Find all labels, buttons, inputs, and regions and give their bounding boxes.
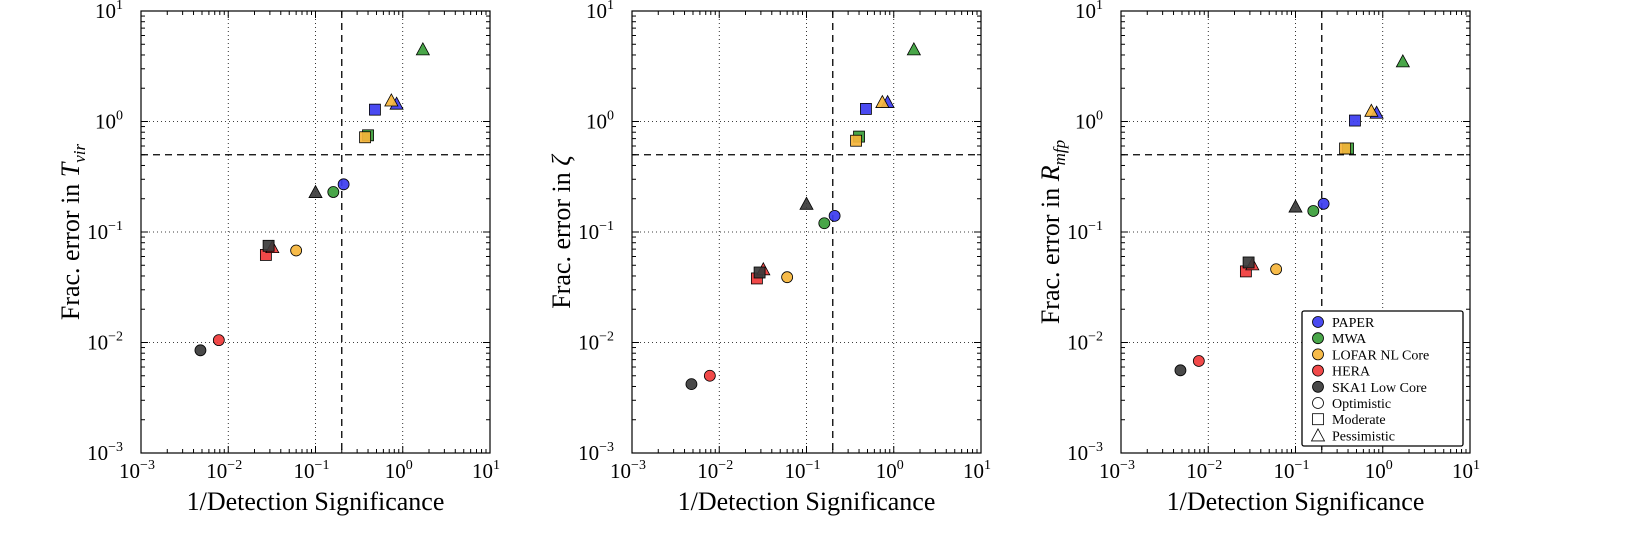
legend-label: Moderate: [1332, 413, 1386, 428]
legend-label: MWA: [1332, 332, 1367, 347]
data-point-lofar-nl-core-pessimistic: [875, 94, 890, 108]
chart-panel-1: 10−310−3 10−2 10−2 10−1 10−1 100 100 101 101 1/De…: [56, 0, 500, 516]
legend-label: Pessimistic: [1332, 429, 1395, 444]
legend-box: [1301, 310, 1464, 447]
data-point-ska1-low-core-optimistic: [1174, 364, 1187, 377]
x-tick-label: 10−3: [1099, 458, 1135, 483]
legend-marker: [1312, 380, 1324, 393]
legend-label: Optimistic: [1332, 397, 1391, 412]
data-point-lofar-nl-core-moderate: [1339, 142, 1351, 155]
x-tick-label: 10−3: [610, 458, 646, 483]
data-point-paper-optimistic: [337, 178, 350, 191]
x-tick-label: 10−1: [294, 458, 330, 483]
y-tick-label: 10−2: [1067, 330, 1103, 355]
data-point-hera-optimistic: [212, 334, 225, 347]
y-tick-label: 100: [95, 109, 123, 134]
x-tick-label: 10−2: [1186, 458, 1222, 483]
legend-marker: [1312, 348, 1324, 361]
y-tick-label: 10−1: [87, 219, 123, 244]
data-point-ska1-low-core-pessimistic: [308, 184, 323, 198]
data-point-ska1-low-core-optimistic: [685, 378, 698, 391]
chart-panel-3: 10−310−3 10−2 10−2 10−1 10−1 100 100 101 101 1/De…: [1036, 0, 1480, 516]
x-tick-label: 10−1: [1274, 458, 1310, 483]
chart-panel-2: 10−310−3 10−2 10−2 10−1 10−1 100 100 101 101 1/De…: [547, 0, 991, 516]
data-point-ska1-low-core-moderate: [262, 239, 275, 252]
data-point-paper-optimistic: [1317, 197, 1330, 210]
data-point-hera-optimistic: [703, 369, 716, 382]
y-axis-label: Frac. error in Rmfp: [1036, 140, 1069, 324]
legend-marker: [1310, 428, 1326, 442]
x-axis-label: 1/Detection Significance: [678, 487, 936, 516]
y-tick-label: 101: [1075, 0, 1103, 23]
x-axis-label: 1/Detection Significance: [1167, 487, 1425, 516]
data-point-mwa-pessimistic: [415, 41, 431, 56]
x-tick-label: 100: [1365, 458, 1393, 483]
y-axis-label: Frac. error in Tvir: [56, 143, 89, 320]
data-point-lofar-nl-core-optimistic: [1270, 263, 1283, 276]
y-tick-label: 10−3: [578, 440, 614, 465]
legend-marker: [1312, 364, 1324, 377]
y-tick-label: 10−2: [87, 330, 123, 355]
y-tick-label: 100: [586, 109, 614, 134]
data-point-paper-moderate: [1349, 114, 1361, 127]
x-tick-label: 10−2: [206, 458, 242, 483]
data-point-ska1-low-core-pessimistic: [799, 196, 814, 210]
x-tick-label: 10−3: [119, 458, 155, 483]
y-tick-label: 10−3: [1067, 440, 1103, 465]
data-point-mwa-optimistic: [818, 217, 831, 230]
y-tick-label: 101: [586, 0, 614, 23]
y-axis-label: Frac. error in ζ: [547, 154, 576, 309]
data-point-lofar-nl-core-moderate: [359, 131, 371, 144]
x-tick-label: 100: [385, 458, 413, 483]
plot-frame: [631, 10, 982, 454]
data-point-paper-moderate: [860, 103, 872, 115]
y-tick-label: 100: [1075, 109, 1103, 134]
y-tick-label: 101: [95, 0, 123, 23]
legend-marker: [1312, 413, 1324, 426]
data-point-ska1-low-core-moderate: [1242, 256, 1255, 269]
x-tick-label: 10−2: [697, 458, 733, 483]
x-axis-label: 1/Detection Significance: [187, 487, 445, 516]
data-point-hera-optimistic: [1192, 355, 1205, 367]
legend-marker: [1312, 316, 1324, 328]
legend-label: HERA: [1332, 365, 1371, 380]
data-point-paper-optimistic: [828, 209, 841, 222]
data-point-mwa-optimistic: [327, 186, 340, 198]
data-point-lofar-nl-core-pessimistic: [1364, 103, 1379, 117]
data-point-ska1-low-core-pessimistic: [1288, 199, 1303, 213]
data-point-paper-moderate: [369, 103, 381, 116]
legend-label: LOFAR NL Core: [1332, 348, 1429, 363]
x-tick-label: 101: [1452, 458, 1480, 483]
x-tick-label: 100: [876, 458, 904, 483]
data-point-ska1-low-core-moderate: [753, 266, 766, 279]
data-point-lofar-nl-core-pessimistic: [384, 93, 399, 107]
x-tick-label: 101: [963, 458, 991, 483]
data-point-lofar-nl-core-optimistic: [781, 271, 794, 284]
plot-frame: [1120, 10, 1471, 454]
y-tick-label: 10−1: [1067, 219, 1103, 244]
data-point-mwa-pessimistic: [1395, 54, 1411, 68]
y-tick-label: 10−2: [578, 330, 614, 355]
x-tick-label: 10−1: [785, 458, 821, 483]
y-tick-label: 10−1: [578, 219, 614, 244]
data-point-mwa-pessimistic: [906, 41, 922, 56]
plot-frame: [140, 10, 491, 454]
legend-label: SKA1 Low Core: [1332, 381, 1427, 396]
y-tick-label: 10−3: [87, 440, 123, 465]
data-point-lofar-nl-core-moderate: [850, 134, 862, 147]
data-point-lofar-nl-core-optimistic: [290, 244, 303, 257]
data-point-mwa-optimistic: [1307, 205, 1320, 217]
legend-marker: [1312, 397, 1324, 409]
x-tick-label: 101: [472, 458, 500, 483]
legend-marker: [1312, 332, 1324, 345]
legend-label: PAPER: [1332, 316, 1375, 331]
data-point-ska1-low-core-optimistic: [194, 344, 207, 357]
